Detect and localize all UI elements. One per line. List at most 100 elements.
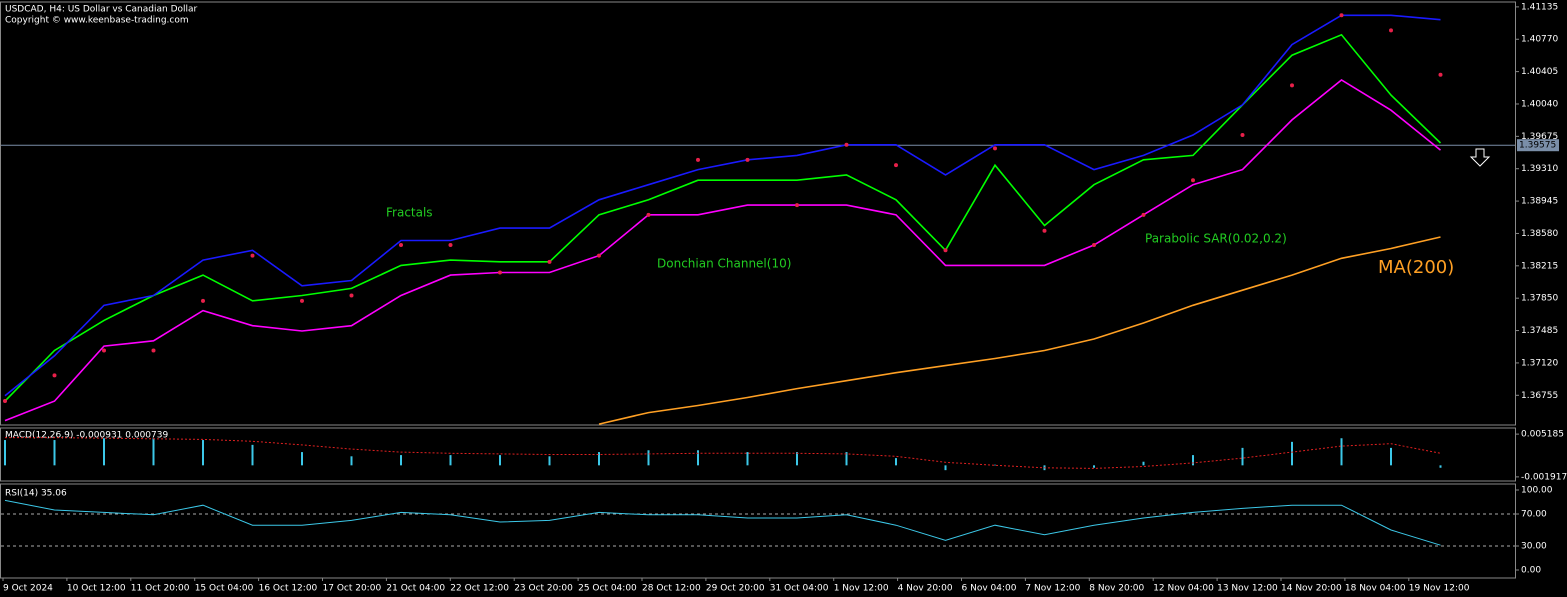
- macd-bar: [202, 440, 204, 466]
- macd-bar: [152, 438, 155, 466]
- macd-bar: [598, 452, 600, 466]
- macd-bar: [697, 450, 699, 466]
- macd-bar: [1093, 465, 1095, 468]
- x-tick-label: 7 Nov 12:00: [1025, 584, 1080, 594]
- sar-dot: [993, 146, 997, 151]
- series-line: [598, 236, 1441, 425]
- indicator-title: RSI(14) 35.06: [5, 489, 67, 499]
- sar-dot: [1042, 228, 1047, 233]
- sar-dot: [250, 253, 255, 258]
- sar-dot: [3, 399, 7, 404]
- y-tick-label: 1.38215: [1521, 261, 1558, 271]
- y-tick-label: 1.39310: [1521, 164, 1558, 174]
- x-tick-label: 16 Oct 12:00: [259, 584, 318, 594]
- y-tick-label: 1.37485: [1521, 326, 1558, 336]
- macd-bar: [1340, 438, 1343, 466]
- macd-bar: [1390, 447, 1392, 466]
- series-label: Parabolic SAR(0.02,0.2): [1145, 232, 1287, 246]
- sar-dot: [943, 248, 948, 253]
- x-tick-label: 31 Oct 04:00: [770, 584, 829, 594]
- x-tick-label: 4 Nov 20:00: [898, 584, 953, 594]
- macd-bar: [350, 456, 353, 466]
- macd-bar: [499, 455, 501, 466]
- x-tick-label: 23 Oct 20:00: [514, 584, 573, 594]
- y-tick-label: -0.001917: [1521, 472, 1567, 482]
- sar-dot: [894, 163, 898, 168]
- x-tick-label: 6 Nov 04:00: [962, 584, 1017, 594]
- x-tick-label: 8 Nov 20:00: [1089, 584, 1144, 594]
- x-tick-label: 14 Nov 20:00: [1281, 584, 1342, 594]
- x-tick-label: 25 Oct 04:00: [578, 584, 637, 594]
- sar-dot: [102, 348, 106, 353]
- sar-dot: [1141, 212, 1146, 217]
- chart-title: USDCAD, H4: US Dollar vs Canadian Dollar: [5, 5, 198, 15]
- x-tick-label: 22 Oct 12:00: [450, 584, 509, 594]
- y-tick-label: 1.37850: [1521, 294, 1558, 304]
- sar-dot: [1389, 28, 1393, 33]
- series-label: Donchian Channel(10): [657, 257, 791, 271]
- sar-dot: [151, 348, 156, 353]
- sar-dot: [201, 298, 205, 303]
- x-tick-label: 13 Nov 12:00: [1217, 584, 1278, 594]
- sar-dot: [646, 212, 651, 217]
- annotation: Fractals: [386, 206, 433, 220]
- x-tick-label: 17 Oct 20:00: [323, 584, 382, 594]
- series-label: MA(200): [1378, 257, 1454, 278]
- sar-dot: [1191, 178, 1195, 183]
- y-tick-label: 1.40405: [1521, 67, 1558, 77]
- macd-bar: [449, 455, 452, 466]
- series-line: [4, 14, 1441, 397]
- last-price-label: 1.39575: [1519, 141, 1556, 151]
- macd-bar: [1291, 441, 1293, 466]
- y-tick-label: 1.36755: [1521, 391, 1558, 401]
- panel-frame: [0, 483, 1516, 579]
- x-tick-label: 1 Nov 12:00: [834, 584, 889, 594]
- x-tick-label: 10 Oct 12:00: [67, 584, 126, 594]
- sar-dot: [696, 157, 700, 162]
- series-line: [4, 33, 1442, 402]
- sar-dot: [547, 259, 552, 264]
- x-tick-label: 15 Oct 04:00: [195, 584, 254, 594]
- sar-dot: [1240, 133, 1245, 138]
- x-tick-label: 28 Oct 12:00: [642, 584, 701, 594]
- macd-bar: [1192, 455, 1194, 466]
- y-tick-label: 1.40040: [1521, 99, 1558, 109]
- macd-bar: [796, 452, 798, 466]
- macd-bar: [400, 455, 402, 466]
- y-tick-label: 1.38580: [1521, 229, 1558, 239]
- macd-bar: [895, 458, 897, 466]
- macd-bar: [845, 452, 848, 466]
- sar-dot: [745, 157, 750, 162]
- series-line: [5, 437, 1441, 469]
- copyright: Copyright © www.keenbase-trading.com: [5, 16, 189, 26]
- macd-bar: [301, 452, 303, 466]
- macd-bar: [1241, 447, 1244, 466]
- macd-bar: [746, 452, 749, 466]
- y-tick-label: 1.38945: [1521, 197, 1558, 207]
- panel-frame: [0, 427, 1516, 482]
- x-tick-label: 29 Oct 20:00: [706, 584, 765, 594]
- series-line: [4, 79, 1442, 422]
- sar-dot: [399, 242, 403, 247]
- y-tick-label: 1.41135: [1521, 2, 1558, 12]
- y-tick-label: 0.005185: [1521, 430, 1564, 440]
- macd-bar: [4, 440, 6, 466]
- sar-dot: [349, 293, 354, 298]
- sar-dot: [300, 298, 304, 303]
- macd-bar: [1439, 465, 1442, 468]
- sar-dot: [52, 373, 57, 378]
- y-tick-label: 0.00: [1521, 566, 1541, 576]
- indicator-title: MACD(12,26,9) -0.000931 0.000739: [5, 431, 168, 441]
- sar-dot: [1438, 72, 1443, 77]
- macd-bar: [251, 444, 254, 466]
- x-tick-label: 18 Nov 04:00: [1345, 584, 1406, 594]
- macd-bar: [548, 456, 551, 466]
- y-tick-label: 1.37120: [1521, 358, 1558, 368]
- x-tick-label: 21 Oct 04:00: [386, 584, 445, 594]
- macd-bar: [647, 450, 650, 466]
- last-price-box: [1517, 139, 1559, 152]
- sar-dot: [498, 270, 502, 275]
- sar-dot: [795, 203, 799, 208]
